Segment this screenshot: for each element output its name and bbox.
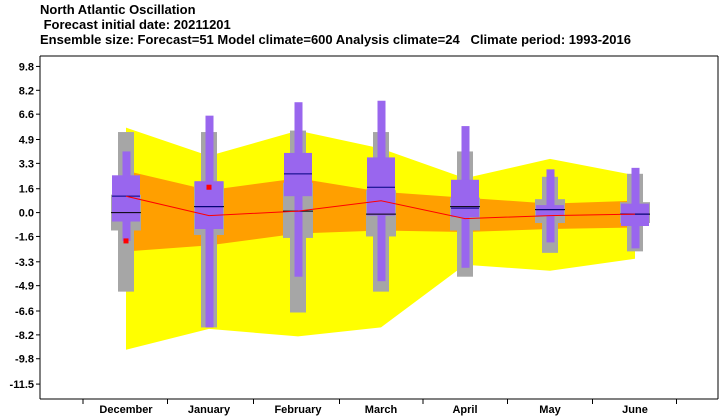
x-tick-label: February [274, 404, 322, 416]
y-tick-label: 9.8 [19, 61, 34, 73]
forecast-box-june [621, 203, 649, 227]
y-tick-label: 8.2 [19, 85, 34, 97]
forecast-box-april [451, 179, 479, 218]
y-tick-label: 3.3 [19, 158, 34, 170]
y-tick-label: 6.6 [19, 109, 34, 121]
x-tick-label: June [622, 404, 648, 416]
y-tick-label: -4.9 [15, 281, 34, 293]
y-tick-label: -11.5 [10, 379, 34, 391]
forecast-box-march [367, 157, 395, 216]
observed-point-december [123, 238, 129, 244]
chart-title: North Atlantic Oscillation [40, 2, 196, 17]
x-tick-label: January [188, 404, 231, 416]
y-tick-label: -9.8 [15, 354, 34, 366]
forecast-date: Forecast initial date: 20211201 [40, 17, 231, 32]
forecast-box-february [284, 152, 312, 197]
y-tick-label: -6.6 [15, 306, 34, 318]
x-tick-label: April [452, 404, 477, 416]
x-tick-label: December [99, 404, 153, 416]
observed-points [123, 184, 212, 244]
observed-point-january [206, 184, 212, 190]
y-tick-label: -1.6 [15, 231, 34, 243]
y-tick-label: 0.0 [19, 208, 34, 220]
y-tick-label: 4.9 [19, 135, 34, 147]
axes: 9.8 8.2 6.6 4.9 3.3 1.6 0.0 -1.6 -3.3 -4.9 -6.6 -8.… [10, 55, 719, 416]
ensemble-info: Ensemble size: Forecast=51 Model climate… [40, 32, 631, 47]
x-tick-label: March [365, 404, 398, 416]
y-tick-label: -8.2 [15, 330, 34, 342]
y-tick-label: -3.3 [15, 257, 34, 269]
mean-line [125, 195, 636, 220]
x-tick-label: May [539, 404, 561, 416]
y-tick-label: 1.6 [19, 184, 34, 196]
forecast-box-may [536, 205, 564, 216]
ensemble-mean-line [125, 195, 636, 220]
